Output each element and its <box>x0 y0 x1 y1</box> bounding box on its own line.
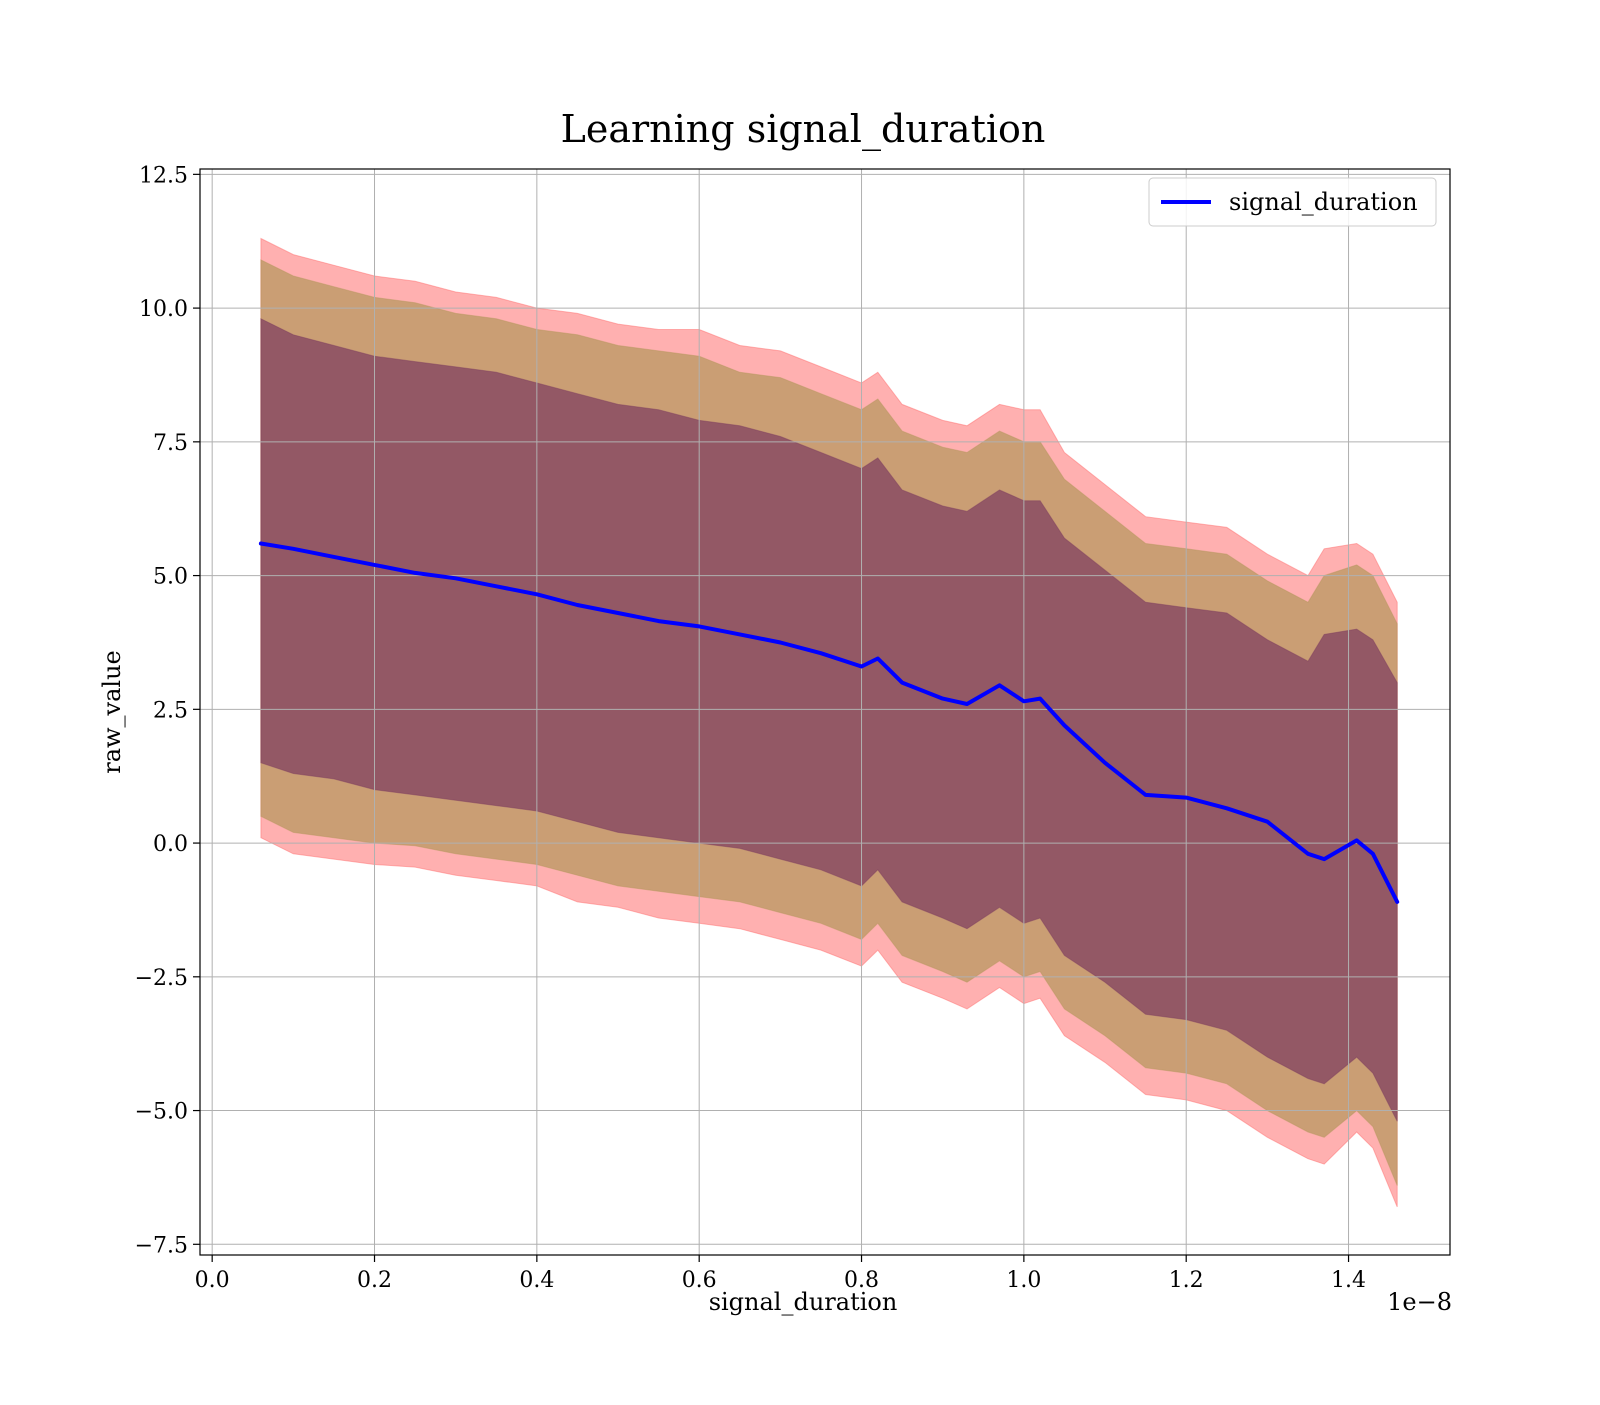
y-tick-label: −7.5 <box>135 1233 188 1258</box>
chart-title: Learning signal_duration <box>561 107 1046 152</box>
series-line-1 <box>258 541 1400 904</box>
confidence-band-3 <box>260 317 1398 1122</box>
x-tick-label: 1.0 <box>1006 1268 1041 1293</box>
x-tick-label: 0.8 <box>844 1268 879 1293</box>
legend-label-signal-duration: signal_duration <box>1229 188 1418 216</box>
x-tick-label: 1.4 <box>1331 1268 1366 1293</box>
y-tick-label: 0.0 <box>153 832 188 857</box>
x-axis-offset-label: 1e−8 <box>1387 1288 1452 1316</box>
x-tick-label: 0.0 <box>195 1268 230 1293</box>
x-axis-label: signal_duration <box>709 1288 898 1316</box>
grid <box>200 169 1450 1255</box>
series-lines <box>258 541 1400 904</box>
confidence-bands <box>260 237 1398 1208</box>
legend: signal_duration <box>1148 177 1437 227</box>
y-tick-label: 2.5 <box>153 698 188 723</box>
y-tick-label: 5.0 <box>153 565 188 590</box>
y-tick-label: 12.5 <box>139 163 188 188</box>
x-tick-label: 0.4 <box>519 1268 554 1293</box>
x-tick-label: 0.6 <box>682 1268 717 1293</box>
y-axis-label: raw_value <box>98 650 126 774</box>
x-tick-label: 1.2 <box>1169 1268 1204 1293</box>
x-tick-label: 0.2 <box>357 1268 392 1293</box>
y-tick-label: −2.5 <box>135 966 188 991</box>
x-axis-ticks: 0.0 0.2 0.4 0.6 0.8 1.0 1.2 1.4 <box>195 1255 1366 1293</box>
y-tick-label: 7.5 <box>153 431 188 456</box>
y-axis-ticks: −7.5 −5.0 −2.5 0.0 2.5 5.0 7.5 10.0 12.5 <box>135 163 200 1258</box>
y-tick-label: −5.0 <box>135 1100 188 1125</box>
plot-frame <box>199 168 1451 1256</box>
y-tick-label: 10.0 <box>139 297 188 322</box>
legend-box <box>1148 177 1437 227</box>
